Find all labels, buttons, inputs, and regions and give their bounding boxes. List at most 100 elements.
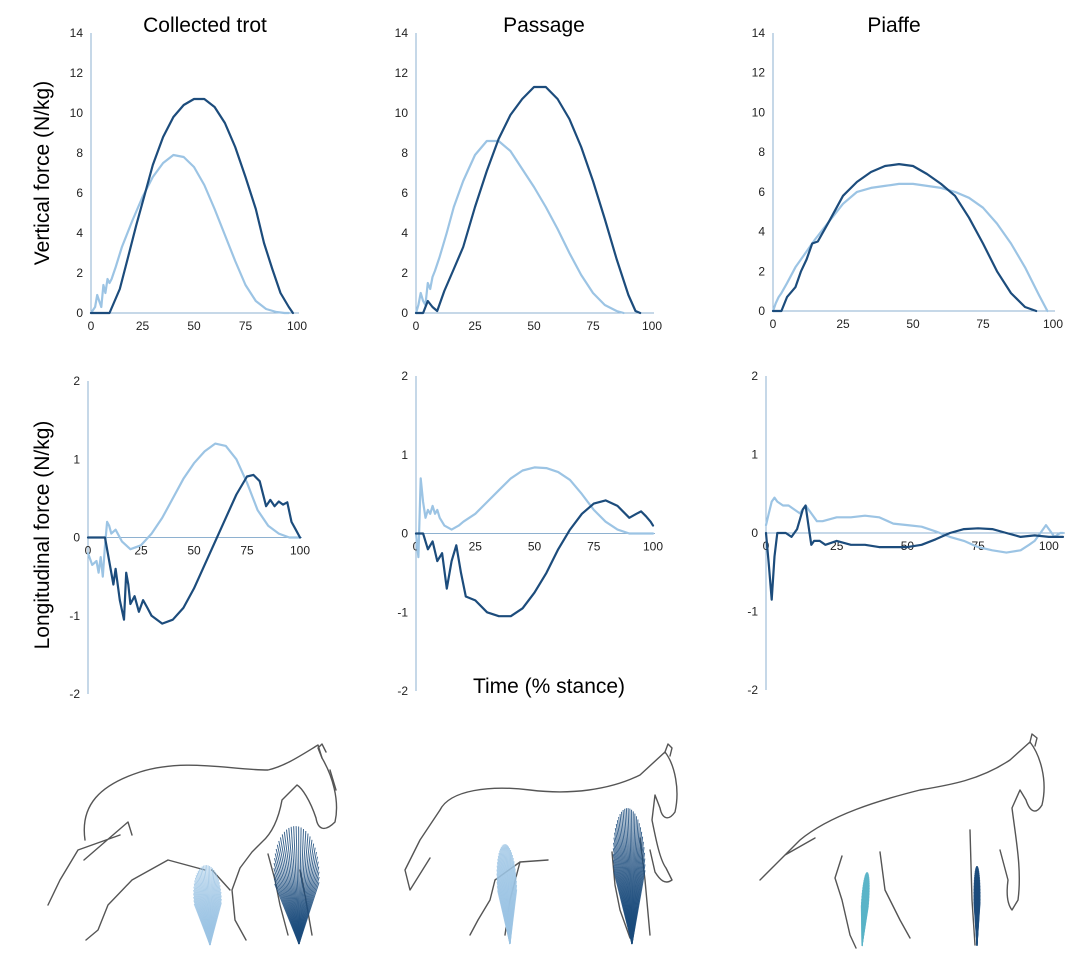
piaffe-longitudinal-y-tick-label: 0 [751, 526, 758, 540]
collected-trot-vertical-x-tick-label: 25 [136, 319, 150, 333]
force-vector [861, 905, 869, 947]
force-vector [298, 882, 320, 945]
collected-trot-vertical-y-tick-label: 12 [70, 66, 84, 80]
piaffe-vertical-y-tick-label: 4 [758, 225, 765, 239]
piaffe-vertical-series-forelimb-line [771, 163, 1038, 313]
force-vector [209, 902, 222, 946]
piaffe-longitudinal-y-tick-label: -2 [747, 683, 758, 697]
collected-trot-vertical-y-tick-label: 2 [76, 266, 83, 280]
collected-trot-vertical-x-tick-label: 0 [88, 319, 95, 333]
passage-fore-force-fan [612, 808, 646, 945]
passage-vertical-y-tick-label: 4 [401, 226, 408, 240]
piaffe-vertical-y-tick-label: 6 [758, 185, 765, 199]
horse-piaffe-sketch [759, 733, 1045, 949]
collected-trot-longitudinal-y-tick-label: -2 [69, 687, 80, 701]
time-axis-label: Time (% stance) [473, 675, 625, 698]
collected-trot-longitudinal-x-tick-label: 0 [85, 544, 92, 558]
piaffe-vertical-x-tick-label: 100 [1043, 317, 1063, 331]
passage-longitudinal-x-tick-label: 50 [528, 540, 542, 554]
passage-vertical-x-tick-label: 100 [642, 319, 662, 333]
collected-trot-longitudinal-series-forelimb-line [86, 473, 302, 625]
piaffe-vertical-y-tick-label: 10 [752, 105, 766, 119]
panel-passage-longitudinal: 2 1 0 -1 -2 0 25 50 75 100 [397, 369, 663, 698]
column-title-piaffe: Piaffe [867, 14, 920, 37]
collected-trot-longitudinal-x-tick-label: 75 [240, 544, 254, 558]
piaffe-vertical-y-tick-label: 12 [752, 66, 766, 80]
collected-trot-vertical-series-forelimb-line [89, 97, 294, 315]
passage-longitudinal-x-tick-label: 0 [413, 540, 420, 554]
passage-longitudinal-series-forelimb-line [414, 499, 655, 618]
collected-trot-vertical-x-tick-label: 100 [287, 319, 307, 333]
collected-trot-longitudinal-x-tick-label: 100 [290, 544, 310, 558]
force-vector [509, 889, 518, 945]
collected-trot-fore-force-fan [273, 826, 320, 945]
passage-longitudinal-y-tick-label: -2 [397, 684, 408, 698]
horse-collected-trot-sketch [47, 743, 338, 941]
piaffe-vertical-x-tick-label: 50 [906, 317, 920, 331]
passage-longitudinal-y-tick-label: 1 [401, 448, 408, 462]
piaffe-vertical-y-tick-label: 8 [758, 145, 765, 159]
piaffe-longitudinal-x-tick-label: 100 [1039, 539, 1059, 553]
column-title-collected-trot: Collected trot [143, 14, 267, 37]
passage-vertical-y-tick-label: 6 [401, 186, 408, 200]
collected-trot-vertical-y-tick-label: 6 [76, 186, 83, 200]
piaffe-hind-force-fan [860, 872, 870, 947]
piaffe-vertical-y-tick-label: 14 [752, 26, 766, 40]
collected-trot-longitudinal-y-tick-label: 1 [73, 452, 80, 466]
collected-trot-hind-force-fan [193, 865, 222, 946]
piaffe-vertical-series-hindlimb-line [771, 182, 1049, 313]
collected-trot-vertical-series-hindlimb-line [89, 153, 290, 315]
passage-hind-force-fan [496, 844, 518, 945]
passage-longitudinal-series-hindlimb-line [414, 466, 655, 559]
piaffe-fore-force-fan [973, 866, 981, 947]
collected-trot-longitudinal-y-tick-label: 2 [73, 374, 80, 388]
piaffe-vertical-y-tick-label: 2 [758, 264, 765, 278]
piaffe-vertical-x-tick-label: 0 [770, 317, 777, 331]
panel-piaffe-vertical: 0 2 4 6 8 10 12 14 0 25 50 75 100 [752, 26, 1064, 331]
passage-longitudinal-x-tick-label: 100 [643, 540, 663, 554]
collected-trot-vertical-y-tick-label: 8 [76, 146, 83, 160]
passage-vertical-x-tick-label: 0 [413, 319, 420, 333]
passage-longitudinal-x-tick-label: 75 [587, 540, 601, 554]
passage-longitudinal-x-tick-label: 25 [469, 540, 483, 554]
panel-piaffe-longitudinal: 210-1-20 25 50 75 100 [747, 369, 1065, 697]
piaffe-vertical-x-tick-label: 75 [976, 317, 990, 331]
collected-trot-vertical-y-tick-label: 10 [70, 106, 84, 120]
panel-passage-vertical: 0 2 4 6 8 10 12 14 0 25 50 75 100 [395, 26, 663, 333]
passage-vertical-y-tick-label: 12 [395, 66, 409, 80]
passage-vertical-y-tick-label: 10 [395, 106, 409, 120]
collected-trot-vertical-x-tick-label: 75 [239, 319, 253, 333]
force-vector [976, 902, 981, 947]
piaffe-longitudinal-series-forelimb-line [764, 504, 1065, 601]
piaffe-vertical-y-tick-label: 0 [758, 304, 765, 318]
passage-vertical-x-tick-label: 25 [468, 319, 482, 333]
passage-longitudinal-y-tick-label: 0 [401, 527, 408, 541]
passage-vertical-series-forelimb-line [414, 85, 642, 315]
collected-trot-longitudinal-y-tick-label: 0 [73, 531, 80, 545]
passage-longitudinal-y-tick-label: 2 [401, 369, 408, 383]
column-title-passage: Passage [503, 14, 585, 37]
vertical-force-axis-label: Vertical force (N/kg) [31, 81, 54, 265]
collected-trot-vertical-y-tick-label: 14 [70, 26, 84, 40]
passage-vertical-y-tick-label: 0 [401, 306, 408, 320]
passage-longitudinal-y-tick-label: -1 [397, 605, 408, 619]
panel-collected-trot-longitudinal: 210-1-20 25 50 75 100 [69, 374, 310, 701]
collected-trot-vertical-x-tick-label: 50 [187, 319, 201, 333]
collected-trot-vertical-y-tick-label: 4 [76, 226, 83, 240]
passage-vertical-x-tick-label: 75 [586, 319, 600, 333]
collected-trot-vertical-y-tick-label: 0 [76, 306, 83, 320]
panel-collected-trot-vertical: 0 2 4 6 8 10 12 14 0 25 50 75 100 [70, 26, 308, 333]
passage-vertical-series-hindlimb-line [414, 139, 625, 315]
piaffe-longitudinal-series-hindlimb-line [764, 496, 1065, 554]
passage-vertical-y-tick-label: 2 [401, 266, 408, 280]
piaffe-vertical-x-tick-label: 25 [836, 317, 850, 331]
piaffe-longitudinal-y-tick-label: 1 [751, 448, 758, 462]
piaffe-longitudinal-y-tick-label: -1 [747, 605, 758, 619]
collected-trot-longitudinal-x-tick-label: 50 [187, 544, 201, 558]
passage-vertical-y-tick-label: 8 [401, 146, 408, 160]
piaffe-longitudinal-y-tick-label: 2 [751, 369, 758, 383]
collected-trot-longitudinal-y-tick-label: -1 [69, 609, 80, 623]
collected-trot-longitudinal-series-hindlimb-line [86, 442, 302, 578]
force-vector [631, 870, 646, 945]
